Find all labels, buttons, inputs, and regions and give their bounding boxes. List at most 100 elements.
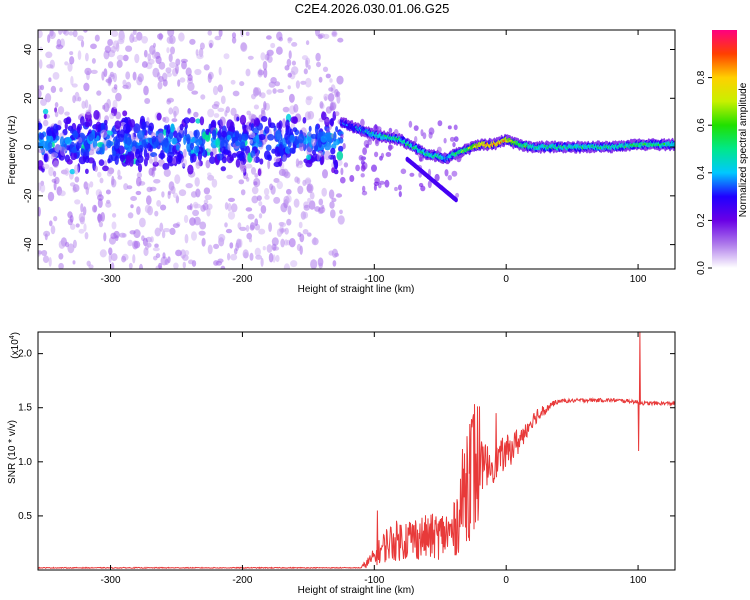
snr-panel: -300 -200 -100 0 100 0.5 1.0 1.5 2.0 Height of … bbox=[7, 331, 676, 596]
spectrogram-noise-blob bbox=[70, 223, 76, 230]
spectrogram-noise-blob bbox=[273, 161, 281, 168]
y-tick-label: 40 bbox=[23, 44, 34, 56]
spectrogram-noise-blob bbox=[67, 218, 73, 226]
spectrogram-noise-blob bbox=[129, 119, 136, 128]
spectrogram-noise-blob bbox=[279, 228, 287, 233]
spectrogram-noise-blob bbox=[81, 100, 86, 109]
spectrogram-noise-blob bbox=[75, 223, 80, 228]
spectrogram-noise-blob bbox=[98, 159, 105, 167]
spectrogram-noise-blob bbox=[234, 130, 240, 139]
spectrogram-noise-blob bbox=[324, 118, 330, 123]
spectrogram-noise-blob bbox=[373, 181, 380, 186]
spectrogram-noise-blob bbox=[302, 229, 309, 235]
spectrogram-noise-blob bbox=[170, 185, 176, 195]
spectrogram-noise-blob bbox=[106, 98, 111, 109]
spectrogram-noise-blob bbox=[331, 197, 337, 203]
spectrogram-noise-blob bbox=[113, 230, 120, 239]
spectrogram-noise-blob bbox=[298, 221, 303, 229]
spectrogram-noise-blob bbox=[90, 69, 98, 74]
x-tick-label: 0 bbox=[503, 274, 509, 285]
spectrogram-noise-blob bbox=[360, 160, 365, 165]
spectrogram-noise-blob bbox=[343, 162, 349, 168]
spectrogram-noise-blob bbox=[80, 116, 85, 126]
spectrogram-noise-blob bbox=[268, 222, 272, 233]
spectrogram-noise-blob bbox=[107, 61, 114, 69]
spectrogram-noise-blob bbox=[455, 192, 460, 198]
spectrogram-noise-blob bbox=[73, 164, 79, 175]
spectrogram-noise-blob bbox=[408, 120, 413, 128]
spectrogram-noise-blob bbox=[327, 93, 335, 102]
spectrogram-noise-blob bbox=[287, 37, 292, 44]
spectrogram-noise-blob bbox=[203, 187, 211, 195]
spectrogram-noise-blob bbox=[360, 164, 366, 172]
spectrogram-noise-blob bbox=[64, 121, 68, 131]
spectrogram-noise-blob bbox=[141, 61, 148, 68]
spectrogram-noise-blob bbox=[245, 31, 250, 36]
spectrogram-noise-blob bbox=[67, 243, 75, 254]
spectrogram-noise-blob bbox=[45, 51, 53, 59]
spectrogram-noise-blob bbox=[64, 111, 70, 116]
spectrogram-noise-blob bbox=[209, 42, 213, 49]
spectrogram-noise-blob bbox=[131, 146, 137, 154]
spectrogram-noise-blob bbox=[48, 166, 54, 177]
snr-scale-base: (x10 bbox=[10, 339, 21, 359]
spectrogram-noise-blob bbox=[225, 228, 233, 234]
spectrogram-signal-track bbox=[339, 117, 675, 203]
spectrogram-noise-blob bbox=[219, 116, 226, 127]
spectrogram-noise-blob bbox=[230, 107, 237, 116]
spectrogram-noise-blob bbox=[400, 168, 407, 175]
spectrogram-noise-blob bbox=[444, 169, 449, 177]
spectrogram-noise-blob bbox=[71, 83, 78, 88]
spectrogram-noise-blob bbox=[257, 69, 265, 76]
spectrogram-noise-blob bbox=[42, 255, 50, 263]
spectrogram-frame bbox=[37, 29, 676, 270]
spectrogram-noise-blob bbox=[130, 32, 134, 38]
colorbar-tick-label: 0.8 bbox=[696, 70, 707, 84]
spectrogram-noise-blob bbox=[231, 152, 238, 158]
spectrogram-noise-blob bbox=[214, 35, 222, 41]
spectrogram-noise-blob bbox=[115, 42, 120, 52]
spectrogram-noise-blob bbox=[103, 68, 108, 77]
spectrogram-noise-blob bbox=[161, 230, 166, 239]
spectrogram-noise-blob bbox=[132, 71, 137, 81]
spectrogram-noise-blob bbox=[93, 205, 97, 213]
spectrogram-noise-blob bbox=[316, 154, 320, 161]
spectrogram-noise-blob bbox=[80, 203, 84, 213]
spectrogram-noise-blob bbox=[334, 111, 340, 117]
spectrogram-noise-blob bbox=[229, 156, 234, 162]
spectrogram-noise-blob bbox=[178, 32, 185, 42]
spectrogram-noise-blob bbox=[112, 99, 118, 110]
spectrogram-noise-blob bbox=[453, 136, 459, 143]
spectrogram-noise-blob bbox=[428, 127, 435, 135]
spectrogram-noise-blob bbox=[422, 132, 427, 140]
spectrogram-noise-blob bbox=[289, 147, 296, 154]
spectrogram-noise-blob bbox=[199, 221, 207, 230]
spectrogram-noise-blob bbox=[163, 168, 171, 177]
spectrogram-noise-blob bbox=[305, 160, 313, 168]
spectrogram-noise-blob bbox=[231, 36, 237, 44]
spectrogram-noise-blob bbox=[315, 52, 321, 62]
spectrogram-noise-blob bbox=[85, 168, 89, 174]
spectrogram-noise-blob bbox=[235, 158, 241, 168]
spectrogram-noise-blob bbox=[207, 30, 213, 36]
spectrogram-noise-blob bbox=[259, 158, 264, 165]
spectrogram-noise-blob bbox=[246, 110, 251, 116]
spectrogram-noise-blob bbox=[447, 175, 452, 181]
spectrogram-noise-blob bbox=[163, 128, 167, 136]
spectrogram-noise-blob bbox=[337, 215, 345, 225]
spectrogram-noise-blob bbox=[54, 102, 59, 108]
spectrogram-noise-blob bbox=[220, 95, 226, 105]
spectrogram-noise-blob bbox=[155, 253, 161, 259]
spectrogram-noise-blob bbox=[279, 222, 287, 228]
spectrogram-noise-blob bbox=[295, 158, 300, 167]
spectrogram-noise-blob bbox=[336, 151, 344, 161]
spectrogram-noise-blob bbox=[153, 179, 161, 184]
spectrogram-noise-blob bbox=[360, 118, 365, 127]
spectrogram-noise-blob bbox=[274, 130, 282, 141]
spectrogram-noise-blob bbox=[106, 139, 112, 149]
spectrogram-noise-blob bbox=[67, 62, 73, 72]
spectrogram-noise-blob bbox=[246, 125, 252, 132]
spectrogram-noise-blob bbox=[186, 108, 192, 115]
spectrogram-noise-blob bbox=[66, 145, 71, 151]
spectrogram-noise-blob bbox=[362, 147, 367, 156]
